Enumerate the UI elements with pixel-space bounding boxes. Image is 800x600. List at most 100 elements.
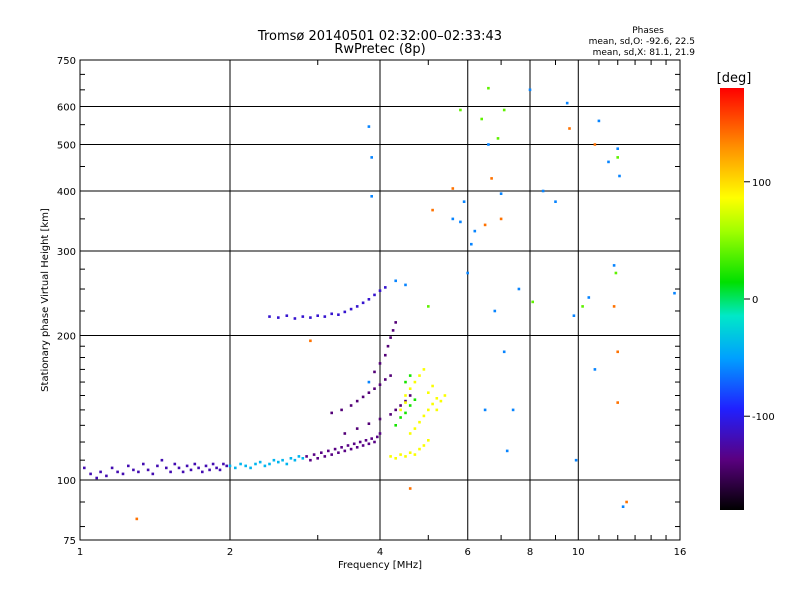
y-tick-label: 200 — [57, 332, 76, 343]
echo-point — [593, 143, 597, 146]
echo-point — [367, 125, 371, 128]
echo-point — [239, 462, 242, 466]
echo-point — [404, 455, 407, 458]
echo-point — [132, 468, 135, 472]
echo-point — [418, 374, 421, 377]
echo-point — [277, 460, 280, 464]
echo-point — [470, 242, 473, 246]
echo-point — [413, 427, 417, 430]
echo-point — [422, 414, 426, 418]
colorbar-label: [deg] — [717, 71, 752, 86]
echo-point — [285, 462, 289, 466]
echo-point — [355, 446, 359, 449]
echo-point — [355, 427, 359, 430]
echo-point — [323, 455, 327, 458]
echo-point — [483, 408, 487, 412]
echo-point — [127, 464, 130, 468]
echo-point — [268, 315, 271, 318]
echo-point — [502, 108, 506, 112]
x-tick-label: 2 — [227, 547, 233, 558]
echo-point — [320, 451, 323, 454]
echo-point — [193, 462, 197, 466]
echo-point — [378, 417, 382, 421]
echo-point — [394, 279, 397, 283]
echo-point — [268, 462, 271, 466]
echo-point — [459, 220, 462, 224]
y-tick-label: 75 — [63, 536, 76, 547]
echo-point — [297, 455, 301, 458]
echo-point — [404, 401, 407, 404]
echo-point — [121, 472, 125, 476]
echo-point — [373, 440, 376, 444]
echo-point — [165, 466, 168, 470]
echo-point — [616, 156, 619, 159]
echo-point — [389, 413, 392, 416]
echo-point — [277, 316, 280, 319]
echo-point — [258, 460, 262, 464]
echo-point — [234, 466, 237, 470]
echo-point — [272, 458, 276, 462]
echo-point — [305, 455, 308, 458]
echo-point — [394, 424, 397, 427]
echo-point — [215, 466, 218, 470]
echo-point — [554, 200, 557, 203]
echo-point — [367, 391, 371, 394]
x-axis-label: Frequency [MHz] — [338, 560, 422, 571]
y-tick-label: 400 — [57, 187, 76, 198]
echo-point — [422, 368, 426, 371]
y-tick-label: 600 — [57, 103, 76, 114]
echo-point — [244, 464, 247, 468]
echo-point — [673, 291, 676, 295]
y-axis-label: Stationary phase Virtual Height [km] — [40, 208, 51, 392]
echo-point — [462, 200, 466, 203]
echo-point — [435, 397, 439, 400]
x-tick-labels: 1 2 4 6 8 10 16 — [77, 547, 687, 558]
echo-point — [616, 147, 619, 150]
echo-point — [349, 447, 353, 451]
echo-point — [201, 470, 204, 474]
echo-point — [142, 462, 145, 466]
echo-point — [487, 86, 490, 90]
echo-point — [301, 457, 305, 460]
echo-point — [249, 466, 252, 470]
echo-point — [316, 314, 319, 317]
echo-point — [431, 402, 434, 406]
echo-point — [394, 457, 397, 460]
colorbar-tick-label: 100 — [752, 178, 771, 189]
x-tick-label: 4 — [377, 547, 383, 558]
echo-point — [343, 449, 347, 453]
echo-point — [451, 187, 455, 190]
echo-point — [312, 453, 316, 456]
y-tick-label: 500 — [57, 141, 76, 152]
echo-point — [587, 296, 591, 299]
x-tick-label: 10 — [572, 547, 585, 558]
echo-point — [413, 380, 417, 384]
echo-point — [404, 399, 407, 403]
echo-point — [443, 394, 447, 397]
echo-point — [370, 195, 373, 198]
echo-point — [378, 432, 382, 435]
echo-point — [160, 458, 164, 462]
echo-point — [105, 474, 108, 478]
echo-point — [389, 455, 392, 458]
echo-point — [225, 464, 228, 468]
echo-point — [389, 374, 392, 377]
echo-point — [399, 416, 402, 419]
echo-point — [333, 447, 337, 451]
echo-point — [361, 444, 365, 447]
echo-point — [309, 458, 312, 462]
echo-point — [427, 305, 430, 308]
echo-point — [355, 305, 359, 308]
echo-point — [408, 404, 412, 407]
echo-point — [285, 314, 289, 317]
echo-point — [263, 464, 267, 468]
echo-point — [364, 439, 368, 442]
echo-point — [502, 350, 506, 354]
echo-point — [204, 464, 208, 468]
echo-point — [361, 301, 365, 305]
echo-point — [289, 457, 293, 460]
echo-point — [309, 316, 312, 319]
phase-info-heading: Phases — [632, 26, 664, 36]
echo-point — [316, 457, 319, 460]
